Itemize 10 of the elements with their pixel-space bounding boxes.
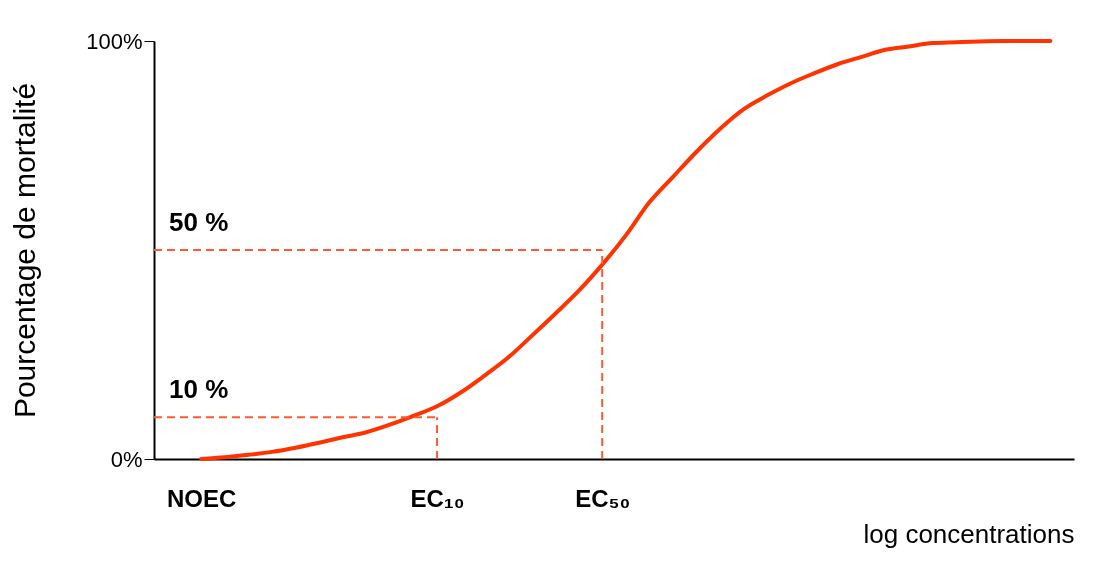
x-axis-title: log concentrations: [863, 518, 1075, 549]
x-tick-label: EC₅₀: [575, 484, 631, 512]
ref-line-label: 10 %: [169, 374, 229, 405]
y-tick-label: 100%: [86, 28, 143, 54]
line-series: [199, 39, 1053, 461]
ref-line-label: 50 %: [169, 207, 229, 237]
x-tick-label: NOEC: [167, 484, 237, 512]
y-axis-title: Pourcentage de mortalité: [8, 82, 42, 419]
y-tick-label: 0%: [110, 446, 143, 472]
x-tick-label: EC₁₀: [410, 484, 465, 512]
